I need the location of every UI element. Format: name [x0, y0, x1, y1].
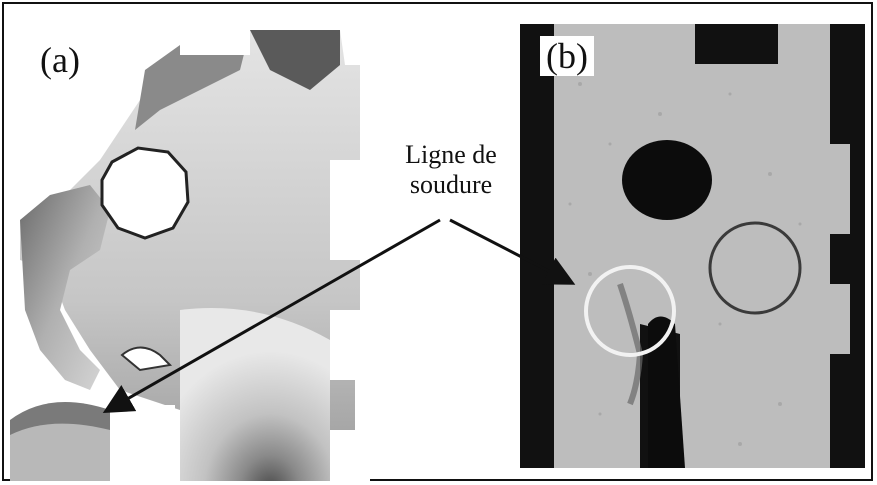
annotation-line-1: Ligne de — [405, 140, 497, 169]
weld-line-annotation: Ligne de soudure — [366, 140, 536, 200]
panel-b-photo-image — [520, 24, 865, 468]
panel-a-label: (a) — [40, 40, 80, 80]
panel-a-simulation-image — [10, 10, 370, 481]
annotation-line-2: soudure — [409, 170, 493, 199]
panel-b-label: (b) — [540, 36, 594, 76]
